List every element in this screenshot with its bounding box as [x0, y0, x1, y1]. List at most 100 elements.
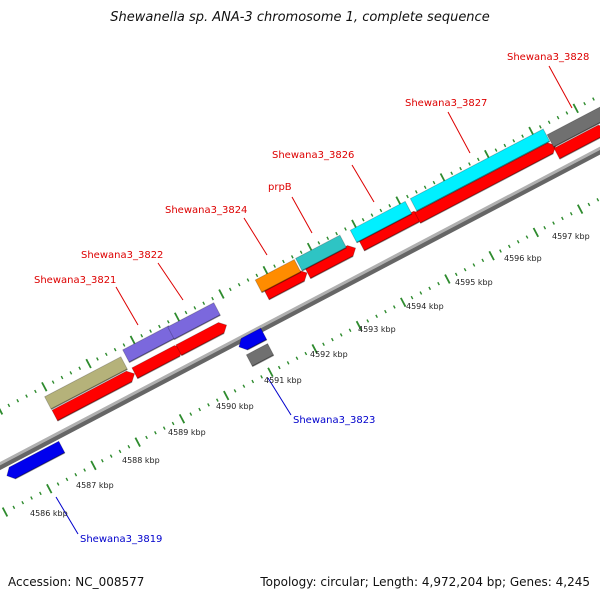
- tick-mark: [370, 213, 374, 217]
- gene-3828[interactable]: [546, 106, 600, 148]
- tick-mark: [299, 250, 303, 254]
- gene-3822b-edge: [173, 314, 221, 340]
- gene-label[interactable]: Shewana3_3819: [80, 534, 162, 545]
- tick-mark: [481, 258, 485, 263]
- scale-label: 4593 kbp: [358, 325, 396, 334]
- tick-mark: [56, 482, 60, 486]
- gene-3827[interactable]: [409, 128, 551, 212]
- tick-mark: [339, 333, 343, 337]
- gene-3823b-edge: [252, 354, 274, 367]
- gene-3824[interactable]: [254, 259, 302, 293]
- gene-3822a-edge: [128, 337, 176, 363]
- cds-3821[interactable]: [51, 370, 136, 422]
- scale-label: 4595 kbp: [455, 278, 493, 287]
- gene-label[interactable]: Shewana3_3823: [293, 415, 375, 426]
- gene-label[interactable]: Shewana3_3824: [165, 205, 247, 216]
- gene-3822b[interactable]: [167, 302, 221, 340]
- gene-3819[interactable]: [6, 440, 66, 480]
- gene-label[interactable]: Shewana3_3822: [81, 250, 163, 261]
- map-title: Shewanella sp. ANA-3 chromosome 1, compl…: [110, 10, 490, 25]
- cds-3827[interactable]: [414, 142, 557, 224]
- tick-mark: [388, 204, 392, 208]
- scale-label: 4596 kbp: [504, 254, 542, 263]
- tick-mark: [547, 120, 551, 124]
- scale-label: 4588 kbp: [122, 456, 160, 465]
- tick-mark: [260, 375, 263, 379]
- tick-mark: [375, 314, 378, 319]
- tick-mark: [30, 496, 33, 500]
- gene-prpB[interactable]: [295, 234, 347, 272]
- leader-line: [548, 65, 573, 109]
- tick-mark: [366, 319, 370, 323]
- tick-mark: [583, 101, 586, 106]
- tick-mark: [166, 320, 170, 324]
- tick-mark: [344, 227, 347, 231]
- gene-label[interactable]: Shewana3_3828: [507, 52, 589, 63]
- gene-3823b[interactable]: [245, 343, 275, 367]
- gene-label[interactable]: Shewana3_3821: [34, 275, 116, 286]
- gene-3826[interactable]: [349, 200, 413, 244]
- tick-mark: [516, 239, 520, 244]
- gene-label[interactable]: prpB: [268, 182, 292, 193]
- tick-mark: [60, 375, 64, 380]
- tick-mark: [198, 407, 202, 412]
- scale-label: 4589 kbp: [168, 428, 206, 437]
- tick-mark: [561, 216, 564, 221]
- tick-mark: [322, 342, 325, 346]
- cds-3822b[interactable]: [175, 322, 228, 357]
- tick-mark: [331, 337, 334, 342]
- tick-mark: [355, 320, 363, 331]
- scale-label: 4594 kbp: [406, 302, 444, 311]
- tick-mark: [118, 449, 122, 454]
- tick-mark: [592, 97, 595, 101]
- cds-3827-edge: [420, 152, 554, 224]
- gene-3823[interactable]: [238, 327, 268, 351]
- tick-mark: [158, 324, 161, 329]
- cds-3828-cds[interactable]: [553, 124, 600, 160]
- tick-mark: [472, 263, 476, 267]
- tick-mark: [21, 500, 25, 505]
- tick-mark: [83, 468, 86, 472]
- tick-mark: [335, 231, 338, 236]
- tick-mark: [145, 435, 148, 440]
- gene-3819-edge: [14, 452, 66, 480]
- leader-line: [351, 164, 375, 203]
- features: [6, 106, 600, 480]
- tick-mark: [311, 344, 318, 354]
- tick-mark: [392, 305, 396, 309]
- leader-line: [291, 196, 313, 234]
- tick-mark: [414, 190, 418, 194]
- tick-mark: [7, 403, 11, 408]
- tick-mark: [400, 297, 407, 308]
- tick-mark: [543, 226, 547, 230]
- tick-mark: [304, 351, 308, 356]
- gene-labels: Shewana3_3819 Shewana3_3821 Shewana3_3822 S…: [34, 52, 589, 545]
- tick-mark: [228, 287, 232, 292]
- tick-mark: [437, 281, 440, 286]
- scale-label: 4591 kbp: [264, 376, 302, 385]
- tick-mark: [572, 103, 579, 114]
- scale-label: 4587 kbp: [76, 481, 114, 490]
- tick-mark: [154, 431, 157, 435]
- tick-mark: [525, 235, 529, 239]
- tick-mark: [218, 289, 225, 299]
- tick-mark: [569, 212, 573, 216]
- tick-mark: [246, 278, 250, 282]
- gene-label[interactable]: Shewana3_3826: [272, 150, 354, 161]
- leader-line: [157, 262, 184, 301]
- cds-3824-edge: [268, 280, 305, 301]
- gene-3821[interactable]: [44, 356, 128, 410]
- gene-3823-edge: [246, 338, 268, 351]
- gene-label[interactable]: Shewana3_3827: [405, 98, 487, 109]
- tick-mark: [432, 180, 436, 185]
- tick-mark: [237, 282, 241, 287]
- tick-mark: [286, 361, 290, 365]
- tick-mark: [104, 352, 108, 357]
- accession-text: Accession: NC_008577: [8, 575, 145, 589]
- tick-mark: [184, 310, 188, 315]
- tick-mark: [251, 379, 255, 384]
- cds-3821-edge: [57, 381, 133, 422]
- tick-mark: [207, 403, 210, 407]
- cds-3822b-edge: [181, 332, 225, 357]
- tick-mark: [521, 134, 524, 138]
